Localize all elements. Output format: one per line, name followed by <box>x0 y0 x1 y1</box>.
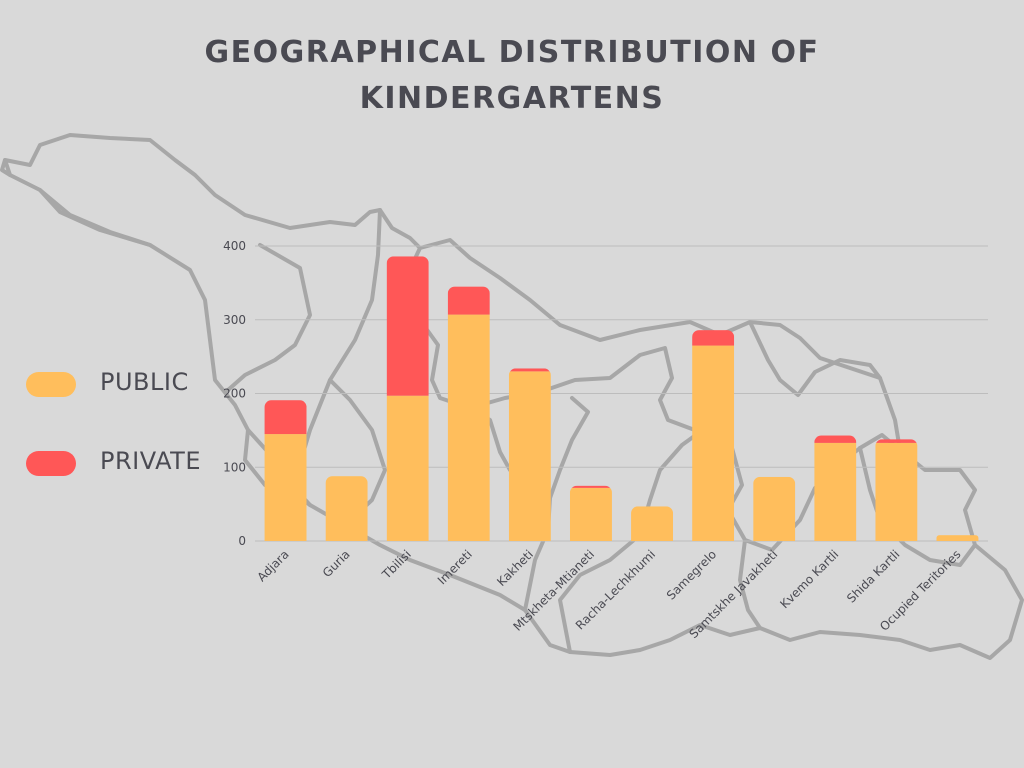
bar-stack <box>875 439 918 541</box>
bar-public <box>447 314 490 541</box>
bar-private <box>814 435 857 443</box>
y-tick-label: 400 <box>223 239 246 253</box>
bar-stack <box>569 485 612 541</box>
bar-private <box>386 256 429 396</box>
chart-title-line-2: KINDERGARTENS <box>359 81 665 116</box>
x-tick-label: Tbilisi <box>379 547 414 582</box>
bar-public <box>692 345 735 541</box>
bar-public <box>569 487 612 541</box>
bar-stack <box>814 435 857 541</box>
bar-private <box>692 330 735 346</box>
bar-private <box>264 400 307 435</box>
x-tick-label: Imereti <box>435 547 475 587</box>
bar-stack <box>325 476 368 541</box>
x-tick-label: Kvemo Kartli <box>777 547 841 611</box>
chart-title-line-1: GEOGRAPHICAL DISTRIBUTION OF <box>204 35 820 70</box>
x-tick-label: Kakheti <box>494 547 536 589</box>
bar-public <box>386 395 429 541</box>
bar-public <box>875 442 918 541</box>
bar-stack <box>753 476 796 541</box>
bar-public <box>508 371 551 541</box>
legend-label-private: PRIVATE <box>100 447 201 475</box>
bar-stack <box>386 256 429 541</box>
bar-private <box>875 439 918 443</box>
y-tick-label: 0 <box>238 534 246 548</box>
bar-public <box>814 442 857 541</box>
bar-public <box>631 506 674 541</box>
bar-private <box>447 286 490 315</box>
chart-title: GEOGRAPHICAL DISTRIBUTION OF KINDERGARTE… <box>0 30 1024 122</box>
bar-stack <box>447 286 490 541</box>
bar-stack <box>631 506 674 541</box>
bar-public <box>936 535 979 541</box>
legend-swatch-public <box>26 372 76 397</box>
y-tick-label: 300 <box>223 313 246 327</box>
x-tick-label: Guria <box>320 547 353 580</box>
x-tick-label: Samegrelo <box>664 547 719 602</box>
bar-private <box>569 485 612 488</box>
bar-public <box>325 476 368 541</box>
bar-private <box>508 368 551 372</box>
legend-label-public: PUBLIC <box>100 368 189 396</box>
y-tick-label: 200 <box>223 387 246 401</box>
y-tick-label: 100 <box>223 460 246 474</box>
bar-stack <box>936 535 979 541</box>
bar-public <box>264 434 307 541</box>
bar-stack <box>508 368 551 541</box>
x-tick-label: Shida Kartli <box>844 547 902 605</box>
bar-public <box>753 476 796 541</box>
x-tick-label: Adjara <box>254 547 291 584</box>
legend-swatch-private <box>26 451 76 476</box>
bar-stack <box>264 400 307 541</box>
bar-stack <box>692 330 735 541</box>
